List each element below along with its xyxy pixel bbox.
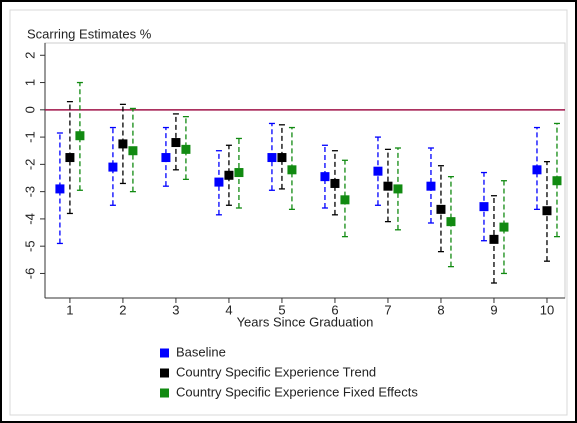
- point-estimate: [287, 165, 297, 175]
- y-tick-label: -1: [22, 131, 37, 143]
- point-estimate: [214, 177, 224, 187]
- x-tick-label: 9: [490, 302, 497, 317]
- point-estimate: [330, 178, 340, 188]
- x-tick-label: 1: [66, 302, 73, 317]
- y-tick-label: -6: [22, 268, 37, 280]
- x-tick-label: 5: [278, 302, 285, 317]
- legend-swatch: [160, 368, 169, 378]
- point-estimate: [479, 202, 489, 212]
- plot-area: [44, 42, 566, 299]
- x-axis-label: Years Since Graduation: [237, 314, 374, 329]
- x-tick-label: 8: [437, 302, 444, 317]
- y-tick-label: -4: [22, 213, 37, 225]
- point-estimate: [118, 139, 128, 149]
- point-estimate: [489, 234, 499, 244]
- point-estimate: [340, 195, 350, 205]
- point-estimate: [128, 146, 138, 156]
- point-estimate: [75, 131, 85, 141]
- y-tick-label: -5: [22, 240, 37, 252]
- y-tick-label: 2: [22, 52, 37, 59]
- y-tick-label: 0: [22, 106, 37, 113]
- point-estimate: [446, 217, 456, 227]
- legend-label: Country Specific Experience Trend: [176, 364, 376, 379]
- x-tick-label: 2: [119, 302, 126, 317]
- point-estimate: [499, 222, 509, 232]
- legend-label: Baseline: [176, 344, 226, 359]
- legend-label: Country Specific Experience Fixed Effect…: [176, 384, 418, 399]
- x-tick-label: 6: [331, 302, 338, 317]
- point-estimate: [65, 153, 75, 163]
- point-estimate: [383, 181, 393, 191]
- point-estimate: [234, 168, 244, 178]
- y-tick-label: 1: [22, 79, 37, 86]
- chart-title: Scarring Estimates %: [27, 26, 152, 41]
- point-estimate: [373, 166, 383, 176]
- point-estimate: [320, 172, 330, 182]
- point-estimate: [532, 165, 542, 175]
- x-tick-label: 7: [384, 302, 391, 317]
- point-estimate: [224, 170, 234, 180]
- x-tick-label: 10: [540, 302, 554, 317]
- point-estimate: [542, 206, 552, 216]
- point-estimate: [108, 162, 118, 172]
- point-estimate: [277, 153, 287, 163]
- x-tick-label: 4: [225, 302, 232, 317]
- legend-swatch: [160, 388, 169, 398]
- y-tick-label: -2: [22, 159, 37, 171]
- y-tick-label: -3: [22, 186, 37, 198]
- point-estimate: [436, 204, 446, 214]
- point-estimate: [171, 138, 181, 148]
- x-tick-label: 3: [172, 302, 179, 317]
- point-estimate: [181, 144, 191, 154]
- legend-swatch: [160, 348, 169, 358]
- point-estimate: [393, 184, 403, 194]
- point-estimate: [161, 153, 171, 163]
- point-estimate: [552, 176, 562, 186]
- point-estimate: [267, 153, 277, 163]
- point-estimate: [55, 184, 65, 194]
- point-estimate: [426, 181, 436, 191]
